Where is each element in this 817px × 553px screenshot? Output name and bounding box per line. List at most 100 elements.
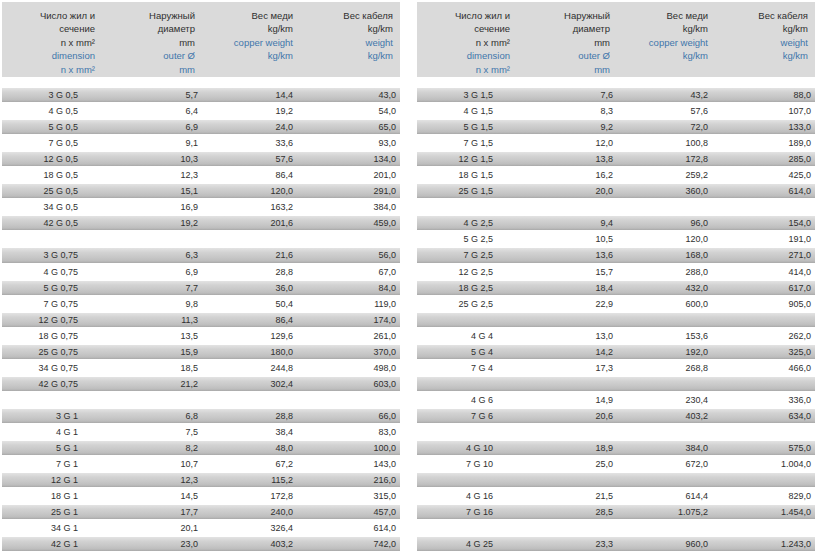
copper-weight-cell: 163,2 [200,202,295,212]
diameter-cell: 8,3 [510,106,615,116]
dimension-cell: 7 G 1 [2,459,95,469]
header-label-ru: Вес кабеля [295,9,393,22]
dimension-cell: 4 G 1,5 [417,106,510,116]
copper-weight-cell: 384,0 [615,443,710,453]
header-label-ru: mm [95,36,195,49]
table-row: 5 G 414,2192,0325,0 [417,343,815,359]
header-label-en: outer Ø [510,49,610,62]
table-row: 34 G 120,1326,4614,0 [2,519,400,535]
dimension-cell: 7 G 4 [417,363,510,373]
diameter-cell: 10,7 [95,459,200,469]
copper-weight-cell: 33,6 [200,138,295,148]
dimension-cell: 7 G 2,5 [417,250,510,260]
cable-weight-cell: 174,0 [295,315,400,325]
diameter-cell: 8,2 [95,443,200,453]
cable-spec-page: Число жил исечениеn x mm²dimensionn x mm… [0,0,817,551]
dimension-cell: 7 G 6 [417,411,510,421]
dimension-cell: 12 G 1,5 [417,154,510,164]
copper-weight-cell: 38,4 [200,427,295,437]
copper-weight-cell: 86,4 [200,170,295,180]
cable-table-right: Число жил исечениеn x mm²dimensionn x mm… [417,2,815,551]
cable-weight-cell: 498,0 [295,363,400,373]
diameter-cell: 18,9 [510,443,615,453]
header-label-ru: Наружный [510,9,610,22]
copper-weight-cell: 14,4 [200,90,295,100]
copper-weight-cell: 57,6 [200,154,295,164]
copper-weight-cell: 326,4 [200,523,295,533]
copper-weight-cell: 120,0 [200,186,295,196]
cable-weight-cell: 575,0 [710,443,815,453]
cable-weight-cell: 457,0 [295,507,400,517]
dimension-cell: 4 G 2,5 [417,218,510,228]
dimension-cell: 12 G 0,75 [2,315,95,325]
header-label-en: weight [295,36,393,49]
dimension-cell: 12 G 0,5 [2,154,95,164]
column-header-outer-diameter: Наружныйдиаметрmmouter Ømm [510,9,615,76]
header-label-en: outer Ø [95,49,195,62]
dimension-cell: 42 G 0,5 [2,218,95,228]
column-header-cable-weight: Вес кабеляkg/kmweightkg/km [710,9,815,63]
cable-weight-cell: 43,0 [295,90,400,100]
cable-weight-cell: 370,0 [295,347,400,357]
cable-weight-cell: 119,0 [295,299,400,309]
table-row: 34 G 0,7518,5244,8498,0 [2,359,400,375]
dimension-cell: 3 G 0,5 [2,90,95,100]
table-row: 7 G 0,59,133,693,0 [2,134,400,150]
table-row: 12 G 1,513,8172,8285,0 [417,150,815,166]
diameter-cell: 14,9 [510,395,615,405]
dimension-cell: 7 G 10 [417,459,510,469]
table-row: 12 G 0,510,357,6134,0 [2,150,400,166]
header-label-ru: Вес кабеля [710,9,808,22]
cable-weight-cell: 271,0 [710,250,815,260]
diameter-cell: 13,6 [510,250,615,260]
header-label-en: n x mm² [417,63,510,76]
diameter-cell: 20,1 [95,523,200,533]
cable-weight-cell: 134,0 [295,154,400,164]
cable-weight-cell: 829,0 [710,491,815,501]
column-header-dimension: Число жил исечениеn x mm²dimensionn x mm… [417,9,510,76]
separator-row [417,519,815,535]
copper-weight-cell: 240,0 [200,507,295,517]
diameter-cell: 17,3 [510,363,615,373]
dimension-cell: 25 G 0,75 [2,347,95,357]
header-label-en: mm [95,63,195,76]
header-label-en: kg/km [295,49,393,62]
cable-weight-cell: 261,0 [295,331,400,341]
table-row: 25 G 2,522,9600,0905,0 [417,295,815,311]
cable-weight-cell: 614,0 [295,523,400,533]
header-label-ru: n x mm² [2,36,95,49]
cable-weight-cell: 154,0 [710,218,815,228]
table-row: 5 G 1,59,272,0133,0 [417,118,815,134]
copper-weight-cell: 268,8 [615,363,710,373]
table-row: 18 G 114,5172,8315,0 [2,487,400,503]
table-row: 4 G 1,58,357,6107,0 [417,102,815,118]
copper-weight-cell: 259,2 [615,170,710,180]
dimension-cell: 34 G 0,75 [2,363,95,373]
column-header-outer-diameter: Наружныйдиаметрmmouter Ømm [95,9,200,76]
copper-weight-cell: 960,0 [615,539,710,549]
header-label-en: mm [510,63,610,76]
header-label-ru: сечение [417,22,510,35]
copper-weight-cell: 180,0 [200,347,295,357]
header-label-en: kg/km [200,49,293,62]
diameter-cell: 9,4 [510,218,615,228]
cable-weight-cell: 291,0 [295,186,400,196]
copper-weight-cell: 21,6 [200,250,295,260]
cable-weight-cell: 384,0 [295,202,400,212]
diameter-cell: 7,6 [510,90,615,100]
diameter-cell: 23,0 [95,539,200,549]
header-label-ru: Вес меди [200,9,293,22]
table-row: 4 G 2523,3960,01.243,0 [417,535,815,551]
cable-weight-cell: 189,0 [710,138,815,148]
table-row: 4 G 2,59,496,0154,0 [417,214,815,230]
cable-weight-cell: 414,0 [710,267,815,277]
dimension-cell: 18 G 2,5 [417,283,510,293]
copper-weight-cell: 1.075,2 [615,507,710,517]
cable-weight-cell: 1.004,0 [710,459,815,469]
header-label-en: dimension [417,49,510,62]
table-row: 3 G 0,55,714,443,0 [2,86,400,102]
dimension-cell: 4 G 6 [417,395,510,405]
cable-weight-cell: 1.243,0 [710,539,815,549]
header-label-ru: диаметр [510,22,610,35]
diameter-cell: 13,0 [510,331,615,341]
